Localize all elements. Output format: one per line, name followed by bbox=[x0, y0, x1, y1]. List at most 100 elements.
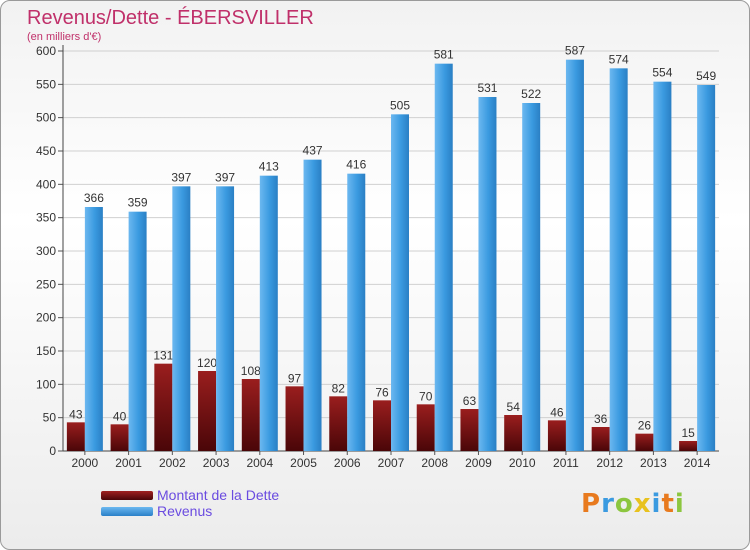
y-tick-label: 300 bbox=[36, 244, 56, 258]
x-tick-label: 2004 bbox=[246, 456, 273, 470]
bar-revenue bbox=[84, 207, 103, 451]
x-tick-label: 2009 bbox=[465, 456, 492, 470]
bar-debt bbox=[285, 386, 304, 451]
bar-revenue bbox=[259, 175, 278, 451]
data-label-revenue: 397 bbox=[171, 170, 191, 184]
y-tick-label: 50 bbox=[43, 411, 57, 425]
bar-revenue bbox=[478, 97, 497, 451]
logo-letter: P bbox=[581, 489, 602, 519]
data-label-revenue: 413 bbox=[259, 160, 279, 174]
legend-swatch-revenue bbox=[101, 506, 153, 516]
legend-label-revenue: Revenus bbox=[157, 503, 213, 519]
data-label-revenue: 397 bbox=[215, 170, 235, 184]
data-label-debt: 54 bbox=[507, 400, 521, 414]
data-label-revenue: 587 bbox=[565, 44, 585, 58]
bar-revenue bbox=[522, 103, 541, 451]
bar-debt bbox=[504, 415, 523, 451]
bar-revenue bbox=[172, 186, 191, 452]
data-label-debt: 108 bbox=[241, 364, 261, 378]
data-label-debt: 63 bbox=[463, 394, 477, 408]
bar-revenue bbox=[609, 68, 628, 451]
logo-letter: x bbox=[633, 489, 652, 519]
legend-label-debt: Montant de la Dette bbox=[157, 487, 280, 503]
bar-debt bbox=[416, 404, 435, 451]
bar-revenue bbox=[697, 85, 716, 451]
x-tick-label: 2014 bbox=[684, 456, 711, 470]
y-tick-label: 350 bbox=[36, 211, 56, 225]
bar-debt bbox=[241, 379, 260, 451]
bar-debt bbox=[329, 396, 348, 451]
bar-debt bbox=[154, 363, 173, 451]
y-tick-label: 500 bbox=[36, 111, 56, 125]
logo-letter: i bbox=[674, 489, 685, 519]
y-tick-label: 200 bbox=[36, 311, 56, 325]
x-tick-label: 2011 bbox=[553, 456, 579, 470]
legend-item-revenue: Revenus bbox=[101, 503, 279, 519]
x-tick-label: 2008 bbox=[421, 456, 448, 470]
y-tick-label: 250 bbox=[36, 277, 56, 291]
bar-revenue bbox=[565, 59, 584, 452]
x-tick-label: 2002 bbox=[159, 456, 186, 470]
data-label-debt: 82 bbox=[332, 381, 346, 395]
bar-revenue bbox=[128, 211, 147, 451]
data-label-revenue: 581 bbox=[434, 48, 454, 62]
data-label-revenue: 522 bbox=[521, 87, 541, 101]
data-label-revenue: 437 bbox=[303, 144, 323, 158]
chart-subtitle: (en milliers d'€) bbox=[27, 31, 102, 43]
data-label-revenue: 505 bbox=[390, 98, 410, 112]
bar-revenue bbox=[391, 114, 409, 451]
data-label-debt: 36 bbox=[594, 412, 608, 426]
data-label-revenue: 574 bbox=[609, 52, 629, 66]
data-label-revenue: 359 bbox=[128, 196, 148, 210]
bar-debt bbox=[373, 400, 391, 451]
legend: Montant de la Dette Revenus bbox=[101, 487, 279, 519]
x-tick-label: 2006 bbox=[334, 456, 361, 470]
x-tick-label: 2007 bbox=[378, 456, 405, 470]
data-label-revenue: 366 bbox=[84, 191, 104, 205]
data-label-debt: 40 bbox=[113, 409, 127, 423]
data-label-debt: 26 bbox=[638, 419, 652, 433]
data-label-debt: 76 bbox=[375, 385, 389, 399]
data-label-debt: 70 bbox=[419, 389, 433, 403]
legend-swatch-debt bbox=[101, 490, 153, 500]
y-tick-label: 550 bbox=[36, 77, 56, 91]
y-tick-label: 100 bbox=[36, 377, 56, 391]
data-label-revenue: 416 bbox=[346, 158, 366, 172]
x-tick-label: 2010 bbox=[509, 456, 536, 470]
data-label-revenue: 531 bbox=[477, 81, 497, 95]
logo-letter: i bbox=[651, 489, 662, 519]
bar-debt bbox=[460, 409, 479, 451]
chart-title: Revenus/Dette - ÉBERSVILLER bbox=[27, 7, 314, 29]
y-tick-label: 600 bbox=[36, 44, 56, 58]
data-label-revenue: 549 bbox=[696, 69, 716, 83]
bar-revenue bbox=[434, 63, 453, 452]
bar-debt bbox=[635, 433, 654, 451]
data-label-debt: 120 bbox=[197, 356, 217, 370]
bar-revenue bbox=[216, 186, 235, 452]
logo-letter: o bbox=[614, 489, 634, 519]
y-tick-label: 150 bbox=[36, 344, 56, 358]
x-tick-label: 2013 bbox=[640, 456, 667, 470]
y-tick-label: 450 bbox=[36, 144, 56, 158]
y-tick-label: 0 bbox=[49, 444, 56, 458]
bar-revenue bbox=[653, 81, 672, 452]
bar-debt bbox=[591, 427, 610, 451]
data-label-debt: 46 bbox=[550, 405, 564, 419]
logo-letter: t bbox=[661, 489, 675, 519]
data-label-debt: 97 bbox=[288, 371, 302, 385]
bar-debt bbox=[110, 424, 129, 451]
bar-debt bbox=[198, 371, 217, 451]
x-tick-label: 2012 bbox=[596, 456, 623, 470]
x-tick-label: 2003 bbox=[203, 456, 230, 470]
data-label-debt: 131 bbox=[153, 349, 173, 363]
data-label-revenue: 554 bbox=[652, 66, 672, 80]
logo-letter: r bbox=[601, 489, 615, 519]
proxiti-logo: Proxiti bbox=[581, 489, 685, 519]
x-tick-label: 2001 bbox=[115, 456, 142, 470]
x-tick-label: 2005 bbox=[290, 456, 317, 470]
bar-debt bbox=[547, 420, 566, 451]
bar-debt bbox=[66, 422, 85, 451]
bar-revenue bbox=[347, 173, 366, 451]
data-label-debt: 43 bbox=[69, 407, 83, 421]
